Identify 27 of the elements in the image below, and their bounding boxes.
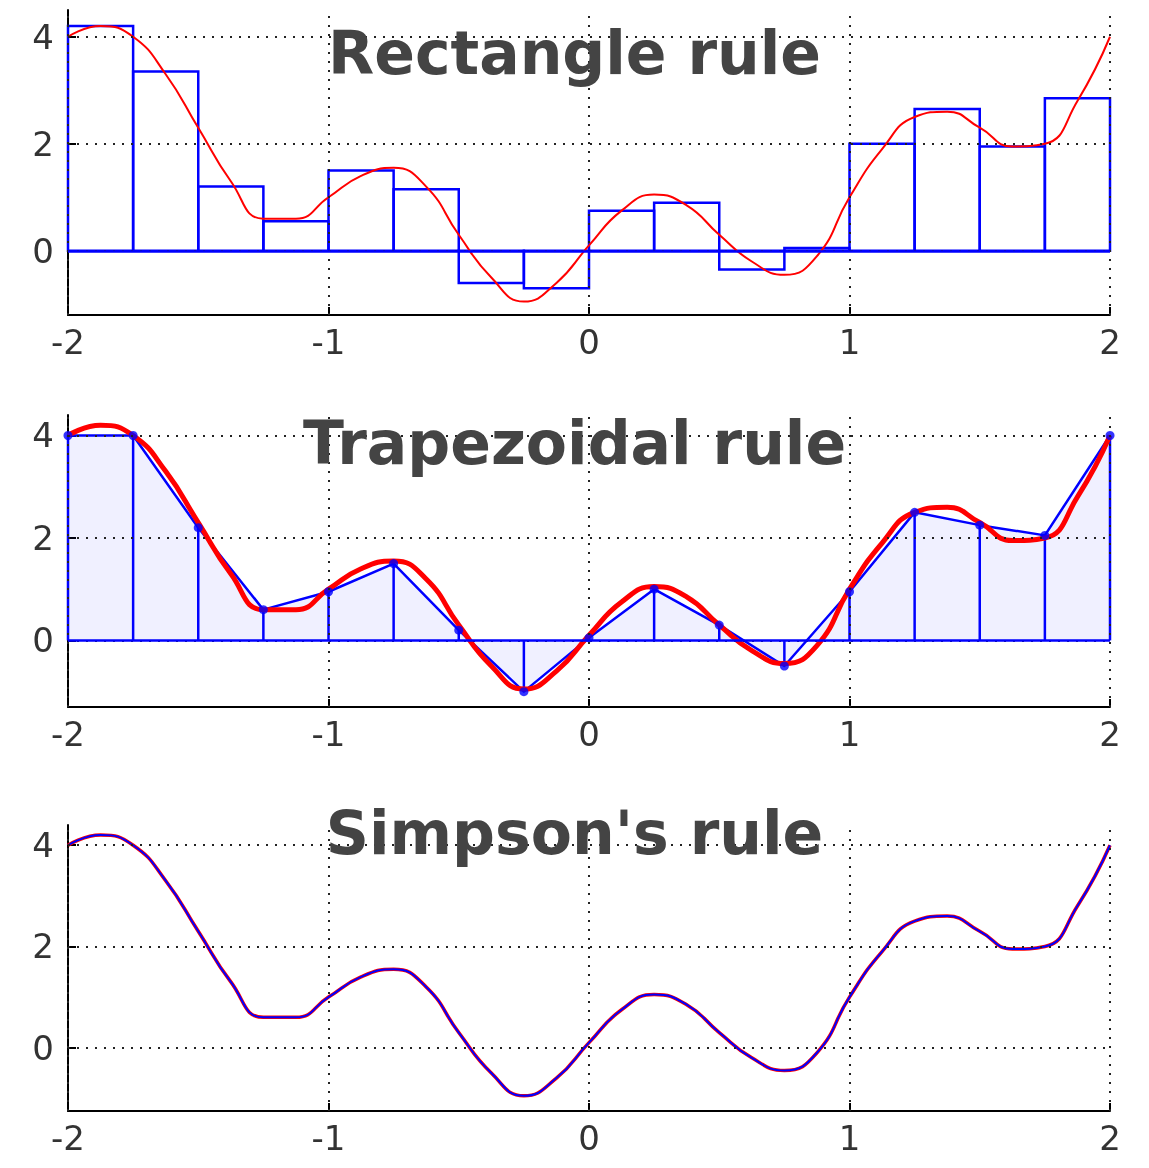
- y-tick-label: 4: [32, 16, 54, 57]
- x-tick-label: -1: [311, 714, 346, 754]
- x-tick-label: 2: [1099, 322, 1121, 362]
- x-tick-label: 0: [578, 1118, 600, 1158]
- x-tick-label: 0: [578, 322, 600, 362]
- x-tick-label: 1: [838, 714, 861, 754]
- y-tick-label: 0: [32, 230, 54, 271]
- chart-title: Trapezoidal rule: [302, 408, 847, 478]
- x-tick-label: 2: [1099, 1118, 1121, 1158]
- x-tick-label: 2: [1099, 714, 1121, 754]
- x-tick-label: -1: [311, 322, 346, 362]
- x-tick-label: -1: [311, 1118, 346, 1158]
- y-tick-label: 2: [32, 123, 54, 164]
- chart-title: Rectangle rule: [327, 18, 822, 88]
- x-tick-label: -2: [51, 322, 85, 362]
- x-tick-label: 1: [838, 322, 861, 362]
- x-tick-label: 0: [578, 714, 600, 754]
- chart-title: Simpson's rule: [325, 798, 824, 868]
- y-tick-label: 4: [32, 825, 54, 866]
- x-tick-label: -2: [51, 1118, 85, 1158]
- y-tick-label: 4: [32, 415, 54, 456]
- x-tick-label: 1: [838, 1118, 861, 1158]
- x-tick-label: -2: [51, 714, 85, 754]
- y-tick-label: 0: [32, 620, 54, 661]
- y-tick-label: 2: [32, 517, 54, 558]
- y-tick-label: 0: [32, 1027, 54, 1068]
- y-tick-label: 2: [32, 926, 54, 967]
